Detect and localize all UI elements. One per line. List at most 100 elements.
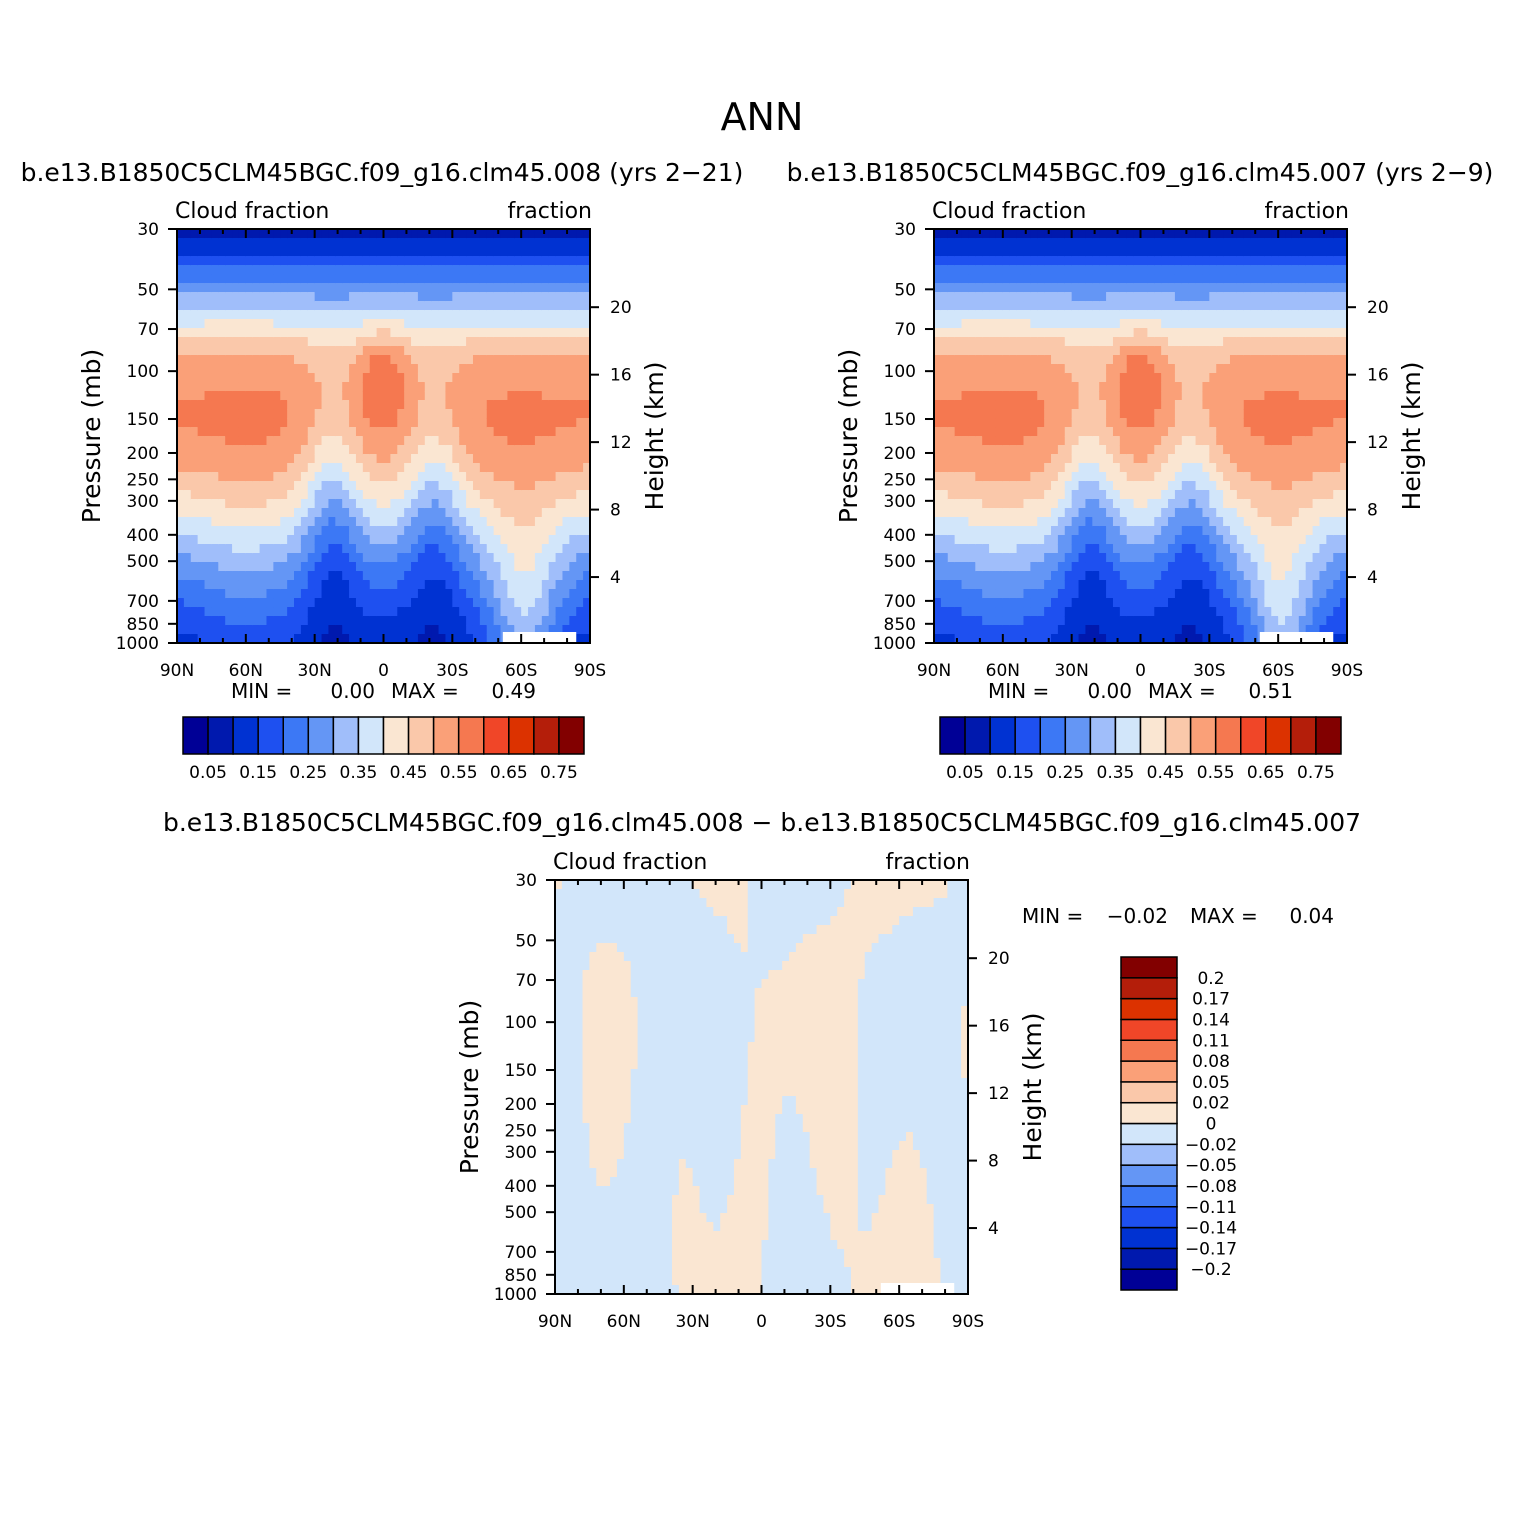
field-cell bbox=[576, 382, 584, 392]
field-cell bbox=[968, 319, 976, 329]
field-cell bbox=[431, 436, 440, 446]
field-cell bbox=[1181, 553, 1190, 563]
field-cell bbox=[183, 571, 192, 581]
field-cell bbox=[472, 274, 481, 284]
colorbar-box bbox=[533, 716, 560, 755]
field-cell bbox=[417, 301, 426, 311]
field-cell bbox=[390, 454, 398, 464]
field-cell bbox=[383, 283, 391, 293]
field-cell bbox=[1057, 337, 1066, 347]
field-cell bbox=[1051, 229, 1059, 239]
field-cell bbox=[452, 256, 460, 266]
field-cell bbox=[493, 580, 502, 590]
field-cell bbox=[177, 238, 185, 248]
field-cell bbox=[177, 454, 185, 464]
field-cell bbox=[466, 328, 474, 338]
field-cell bbox=[521, 319, 529, 329]
field-cell bbox=[548, 301, 557, 311]
field-cell bbox=[968, 301, 976, 311]
field-cell bbox=[1051, 607, 1059, 617]
field-cell bbox=[569, 535, 577, 545]
field-cell bbox=[1016, 616, 1025, 626]
field-cell bbox=[555, 436, 564, 446]
field-cell bbox=[1195, 544, 1204, 554]
field-cell bbox=[431, 274, 440, 284]
field-cell bbox=[562, 301, 570, 311]
field-cell bbox=[273, 337, 281, 347]
field-cell bbox=[1188, 247, 1197, 257]
field-cell bbox=[466, 409, 474, 419]
field-cell bbox=[1126, 427, 1135, 437]
field-cell bbox=[1236, 409, 1245, 419]
field-cell bbox=[404, 382, 412, 392]
field-cell bbox=[1071, 598, 1080, 608]
field-cell bbox=[1140, 634, 1148, 644]
field-cell bbox=[197, 616, 206, 626]
field-cell bbox=[1092, 616, 1100, 626]
field-cell bbox=[1223, 355, 1231, 365]
field-cell bbox=[576, 337, 584, 347]
field-cell bbox=[562, 283, 570, 293]
field-cell bbox=[1174, 436, 1183, 446]
field-cell bbox=[335, 409, 343, 419]
field-cell bbox=[466, 229, 474, 239]
field-cell bbox=[1174, 544, 1183, 554]
field-cell bbox=[534, 274, 543, 284]
field-cell bbox=[1236, 355, 1245, 365]
field-cell bbox=[314, 517, 323, 527]
field-cell bbox=[576, 301, 584, 311]
field-cell bbox=[1133, 481, 1142, 491]
field-cell bbox=[1051, 265, 1059, 275]
field-cell bbox=[1161, 535, 1169, 545]
field-cell bbox=[417, 562, 426, 572]
field-cell bbox=[1243, 409, 1252, 419]
field-cell bbox=[1092, 310, 1100, 320]
field-cell bbox=[975, 310, 983, 320]
field-cell bbox=[1140, 616, 1148, 626]
field-cell bbox=[528, 247, 536, 257]
field-cell bbox=[1236, 400, 1245, 410]
field-cell bbox=[232, 400, 240, 410]
field-cell bbox=[961, 292, 970, 302]
field-cell bbox=[1174, 598, 1183, 608]
x-tick-label: 90S bbox=[574, 661, 606, 681]
field-cell bbox=[1147, 472, 1155, 482]
field-cell bbox=[232, 535, 240, 545]
field-cell bbox=[1195, 616, 1204, 626]
field-cell bbox=[328, 391, 336, 401]
field-cell bbox=[940, 346, 949, 356]
field-cell bbox=[1229, 400, 1238, 410]
field-cell bbox=[1161, 283, 1169, 293]
field-cell bbox=[287, 292, 295, 302]
y2-tick-label: 8 bbox=[610, 501, 621, 521]
field-cell bbox=[1044, 301, 1052, 311]
field-cell bbox=[252, 463, 261, 473]
field-cell bbox=[995, 229, 1004, 239]
field-cell bbox=[1209, 418, 1217, 428]
field-cell bbox=[300, 436, 309, 446]
field-cell bbox=[1002, 382, 1011, 392]
field-cell bbox=[245, 400, 254, 410]
field-cell bbox=[1195, 562, 1204, 572]
field-cell bbox=[307, 427, 316, 437]
field-cell bbox=[1106, 283, 1114, 293]
field-cell bbox=[1085, 481, 1093, 491]
field-cell bbox=[1174, 562, 1183, 572]
field-cell bbox=[1064, 337, 1073, 347]
field-cell bbox=[300, 499, 309, 509]
field-cell bbox=[211, 454, 219, 464]
field-cell bbox=[1051, 373, 1059, 383]
field-cell bbox=[328, 553, 336, 563]
field-cell bbox=[548, 265, 557, 275]
field-cell bbox=[183, 310, 192, 320]
field-cell bbox=[1119, 382, 1128, 392]
field-cell bbox=[438, 409, 447, 419]
field-cell bbox=[1174, 346, 1183, 356]
field-cell bbox=[390, 346, 398, 356]
field-cell bbox=[1044, 517, 1052, 527]
field-cell bbox=[376, 436, 385, 446]
field-cell bbox=[1202, 490, 1210, 500]
field-cell bbox=[280, 256, 288, 266]
field-cell bbox=[232, 427, 240, 437]
field-cell bbox=[975, 607, 983, 617]
